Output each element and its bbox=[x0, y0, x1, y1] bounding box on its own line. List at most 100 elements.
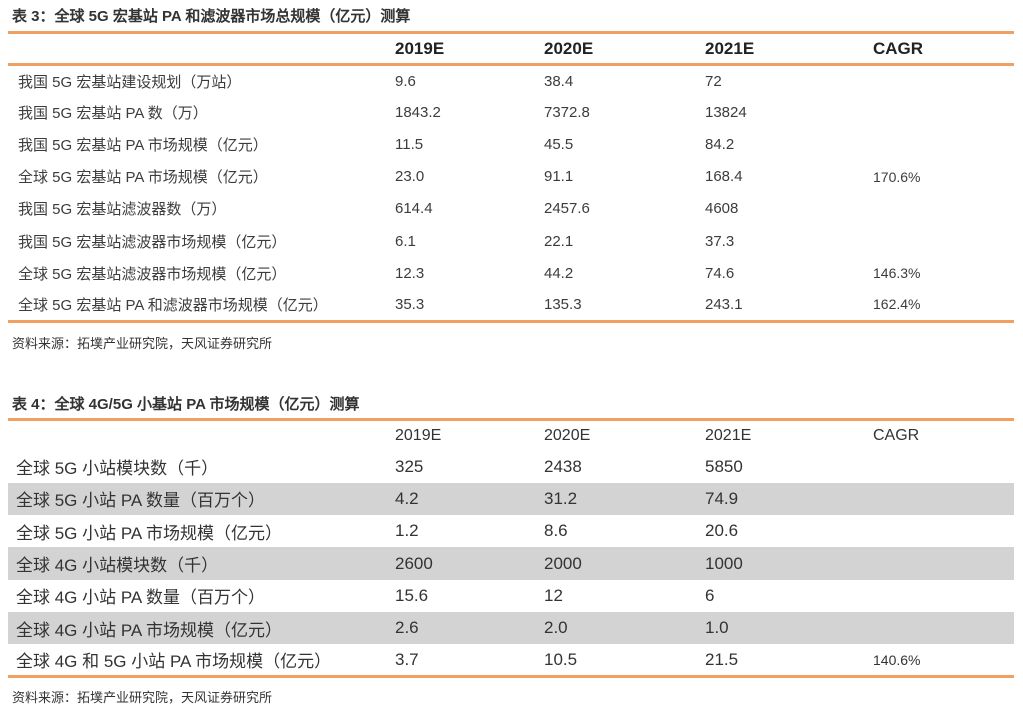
table-4-caption: 表 4：全球 4G/5G 小基站 PA 市场规模（亿元）测算 bbox=[12, 396, 360, 413]
row-label-cell: 全球 4G 小站 PA 市场规模（亿元） bbox=[16, 620, 283, 640]
value-cell-2021e: 1.0 bbox=[705, 618, 729, 638]
value-cell-2020e: 31.2 bbox=[544, 488, 578, 508]
header-cell-2020e: 2020E bbox=[544, 426, 591, 444]
table-3-caption: 表 3：全球 5G 宏基站 PA 和滤波器市场总规模（亿元）测算 bbox=[12, 8, 411, 25]
value-cell-2021e: 4608 bbox=[705, 200, 739, 218]
value-cell-cagr: 140.6% bbox=[873, 651, 921, 668]
value-cell-cagr: 146.3% bbox=[873, 265, 921, 282]
value-cell-2021e: 1000 bbox=[705, 553, 743, 573]
row-label-cell: 全球 5G 小站 PA 市场规模（亿元） bbox=[16, 523, 283, 543]
table-4: 2019E 2020E 2021E CAGR 全球 5G 小站模块数（千） 325… bbox=[8, 418, 1014, 679]
value-cell-2019e: 614.4 bbox=[395, 200, 433, 218]
value-cell-cagr bbox=[867, 515, 1014, 547]
table-row: 全球 4G 小站模块数（千） 2600 2000 1000 bbox=[8, 547, 1014, 580]
table-row: 全球 4G 小站 PA 数量（百万个） 15.6 12 6 bbox=[8, 580, 1014, 612]
value-cell-2021e: 74.9 bbox=[705, 488, 739, 508]
value-cell-2019e: 2.6 bbox=[395, 618, 419, 638]
header-cell-2020e: 2020E bbox=[544, 38, 594, 58]
value-cell-2019e: 1.2 bbox=[395, 521, 419, 541]
header-cell-cagr: CAGR bbox=[873, 426, 920, 444]
value-cell-cagr bbox=[867, 451, 1014, 483]
value-cell-2021e: 20.6 bbox=[705, 521, 739, 541]
row-label-cell: 全球 5G 宏基站 PA 和滤波器市场规模（亿元） bbox=[18, 296, 328, 314]
value-cell-2021e: 37.3 bbox=[705, 232, 735, 250]
value-cell-cagr bbox=[867, 97, 1014, 129]
value-cell-2020e: 7372.8 bbox=[544, 104, 590, 122]
value-cell-cagr bbox=[867, 193, 1014, 225]
value-cell-2021e: 168.4 bbox=[705, 168, 743, 186]
value-cell-2021e: 13824 bbox=[705, 104, 747, 122]
value-cell-2020e: 2438 bbox=[544, 456, 582, 476]
value-cell-2019e: 12.3 bbox=[395, 264, 425, 282]
row-label-cell: 全球 5G 小站模块数（千） bbox=[16, 459, 219, 479]
value-cell-2019e: 11.5 bbox=[395, 136, 424, 154]
value-cell-2019e: 6.1 bbox=[395, 232, 416, 250]
value-cell-2020e: 10.5 bbox=[544, 649, 578, 669]
table-3-source: 资料来源：拓墣产业研究院，天风证券研究所 bbox=[12, 336, 273, 351]
table-row: 全球 4G 小站 PA 市场规模（亿元） 2.6 2.0 1.0 bbox=[8, 611, 1014, 645]
value-cell-cagr bbox=[867, 483, 1014, 515]
header-cell-2021e: 2021E bbox=[705, 426, 752, 444]
value-cell-2020e: 2457.6 bbox=[544, 200, 590, 218]
value-cell-cagr bbox=[867, 225, 1014, 257]
value-cell-2020e: 8.6 bbox=[544, 521, 568, 541]
value-cell-2020e: 45.5 bbox=[544, 136, 574, 154]
row-label-cell: 全球 5G 宏基站 PA 市场规模（亿元） bbox=[18, 169, 268, 187]
value-cell-2021e: 5850 bbox=[705, 456, 743, 476]
value-cell-2021e: 243.1 bbox=[705, 295, 743, 313]
value-cell-cagr: 170.6% bbox=[873, 168, 921, 185]
table-row: 全球 5G 宏基站滤波器市场规模（亿元） 12.3 44.2 74.6 146.3% bbox=[8, 257, 1014, 289]
value-cell-cagr bbox=[867, 580, 1014, 612]
header-cell-cagr: CAGR bbox=[873, 38, 924, 58]
value-cell-2019e: 23.0 bbox=[395, 168, 425, 186]
value-cell-2019e: 9.6 bbox=[395, 72, 416, 90]
row-label-cell: 全球 4G 小站 PA 数量（百万个） bbox=[16, 588, 266, 608]
value-cell-2021e: 21.5 bbox=[705, 649, 739, 669]
table-row: 我国 5G 宏基站滤波器数（万） 614.4 2457.6 4608 bbox=[8, 193, 1014, 225]
value-cell-cagr bbox=[867, 547, 1014, 579]
table-header-row: 2019E 2020E 2021E CAGR bbox=[8, 420, 1014, 451]
value-cell-2020e: 38.4 bbox=[544, 72, 574, 90]
value-cell-2019e: 15.6 bbox=[395, 585, 429, 605]
header-cell-label bbox=[8, 420, 389, 451]
row-label-cell: 全球 4G 和 5G 小站 PA 市场规模（亿元） bbox=[16, 652, 332, 672]
header-cell-2021e: 2021E bbox=[705, 38, 755, 58]
value-cell-2021e: 84.2 bbox=[705, 136, 735, 154]
row-label-cell: 我国 5G 宏基站 PA 数（万） bbox=[18, 105, 208, 123]
header-cell-2019e: 2019E bbox=[395, 38, 445, 58]
row-label-cell: 全球 4G 小站模块数（千） bbox=[16, 556, 219, 576]
value-cell-cagr bbox=[867, 612, 1014, 644]
value-cell-2021e: 74.6 bbox=[705, 264, 735, 282]
header-cell-label bbox=[8, 33, 389, 65]
value-cell-2019e: 1843.2 bbox=[395, 104, 441, 122]
table-row: 我国 5G 宏基站 PA 市场规模（亿元） 11.5 45.5 84.2 bbox=[8, 129, 1014, 161]
value-cell-2021e: 72 bbox=[705, 72, 722, 90]
row-label-cell: 全球 5G 宏基站滤波器市场规模（亿元） bbox=[18, 265, 287, 283]
value-cell-2019e: 3.7 bbox=[395, 649, 419, 669]
table-row: 全球 5G 小站 PA 市场规模（亿元） 1.2 8.6 20.6 bbox=[8, 515, 1014, 547]
table-row: 全球 5G 小站模块数（千） 325 2438 5850 bbox=[8, 451, 1014, 483]
value-cell-2020e: 12 bbox=[544, 585, 563, 605]
table-4-source: 资料来源：拓墣产业研究院，天风证券研究所 bbox=[12, 690, 273, 705]
table-row: 我国 5G 宏基站滤波器市场规模（亿元） 6.1 22.1 37.3 bbox=[8, 225, 1014, 257]
value-cell-cagr bbox=[867, 65, 1014, 97]
row-label-cell: 我国 5G 宏基站 PA 市场规模（亿元） bbox=[18, 137, 268, 155]
value-cell-2020e: 91.1 bbox=[544, 168, 574, 186]
table-row: 全球 5G 宏基站 PA 和滤波器市场规模（亿元） 35.3 135.3 243.1 1… bbox=[8, 289, 1014, 321]
value-cell-2019e: 2600 bbox=[395, 553, 433, 573]
table-row: 全球 5G 小站 PA 数量（百万个） 4.2 31.2 74.9 bbox=[8, 482, 1014, 516]
value-cell-2020e: 135.3 bbox=[544, 295, 582, 313]
value-cell-2019e: 325 bbox=[395, 456, 424, 476]
value-cell-2020e: 2.0 bbox=[544, 618, 568, 638]
value-cell-2019e: 35.3 bbox=[395, 295, 425, 313]
value-cell-cagr: 162.4% bbox=[873, 296, 921, 313]
header-cell-2019e: 2019E bbox=[395, 426, 442, 444]
table-3: 2019E 2020E 2021E CAGR 我国 5G 宏基站建设规划（万站）… bbox=[8, 31, 1014, 323]
value-cell-2020e: 22.1 bbox=[544, 232, 574, 250]
table-row: 我国 5G 宏基站建设规划（万站） 9.6 38.4 72 bbox=[8, 65, 1014, 97]
value-cell-2020e: 2000 bbox=[544, 553, 582, 573]
row-label-cell: 我国 5G 宏基站滤波器市场规模（亿元） bbox=[18, 233, 287, 251]
row-label-cell: 我国 5G 宏基站滤波器数（万） bbox=[18, 201, 227, 219]
value-cell-cagr bbox=[867, 129, 1014, 161]
table-row: 全球 5G 宏基站 PA 市场规模（亿元） 23.0 91.1 168.4 170.6% bbox=[8, 161, 1014, 193]
